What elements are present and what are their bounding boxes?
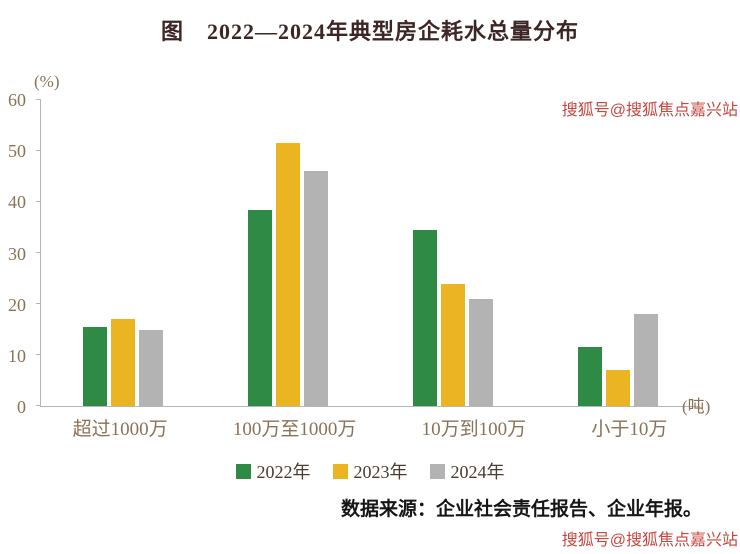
y-tick-label: 30 xyxy=(8,243,26,264)
y-tick-label: 10 xyxy=(8,345,26,366)
legend-swatch-icon xyxy=(429,463,445,479)
x-axis-labels: 超过1000万 100万至1000万 10万到100万 小于10万 xyxy=(40,414,700,441)
y-axis: 0 10 20 30 40 50 60 xyxy=(0,91,34,416)
bar xyxy=(412,230,437,406)
bar xyxy=(304,171,329,406)
legend-item: 2023年 xyxy=(332,458,408,484)
y-axis-unit: (%) xyxy=(34,72,60,91)
bar xyxy=(605,370,630,406)
legend-swatch-icon xyxy=(332,463,348,479)
y-tick-mark xyxy=(36,405,41,406)
y-tick-label: 50 xyxy=(8,141,26,162)
source-note: 数据来源：企业社会责任报告、企业年报。 xyxy=(340,499,702,520)
y-tick-label: 20 xyxy=(8,294,26,315)
legend-label: 2023年 xyxy=(353,462,408,482)
bar xyxy=(577,347,602,406)
bar xyxy=(468,298,493,406)
y-tick-label: 60 xyxy=(8,90,26,110)
y-tick-label: 40 xyxy=(8,192,26,213)
y-tick-mark xyxy=(36,99,41,100)
watermark-top: 搜狐号@搜狐焦点嘉兴站 xyxy=(561,102,738,119)
plot-area xyxy=(36,99,700,407)
bar xyxy=(111,319,136,406)
y-tick-label: 0 xyxy=(17,397,26,417)
y-tick-mark xyxy=(36,252,41,253)
bar xyxy=(83,326,108,406)
bar xyxy=(440,283,465,406)
x-tick-label: 小于10万 xyxy=(591,419,668,440)
x-tick-label: 超过1000万 xyxy=(72,419,168,440)
bar xyxy=(139,329,164,406)
x-axis-unit: (吨) xyxy=(682,397,711,416)
bar xyxy=(276,143,301,406)
x-tick-label: 10万到100万 xyxy=(421,419,527,440)
bar-group xyxy=(83,100,164,406)
legend-item: 2024年 xyxy=(429,458,505,484)
y-tick-mark xyxy=(36,354,41,355)
y-tick-mark xyxy=(36,201,41,202)
bar xyxy=(633,314,658,406)
bar-group xyxy=(412,100,493,406)
chart-title: 图 2022—2024年典型房企耗水总量分布 xyxy=(160,19,579,44)
y-tick-mark xyxy=(36,150,41,151)
bar xyxy=(248,209,273,406)
legend-label: 2022年 xyxy=(256,462,311,482)
x-tick-label: 100万至1000万 xyxy=(232,419,357,440)
legend-label: 2024年 xyxy=(450,462,505,482)
legend-swatch-icon xyxy=(235,463,251,479)
legend-item: 2022年 xyxy=(235,458,311,484)
bar-group xyxy=(248,100,329,406)
y-tick-mark xyxy=(36,303,41,304)
legend: 2022年 2023年 2024年 xyxy=(0,458,740,484)
watermark-bottom: 搜狐号@搜狐焦点嘉兴站 xyxy=(561,532,738,549)
bar-group xyxy=(577,100,658,406)
